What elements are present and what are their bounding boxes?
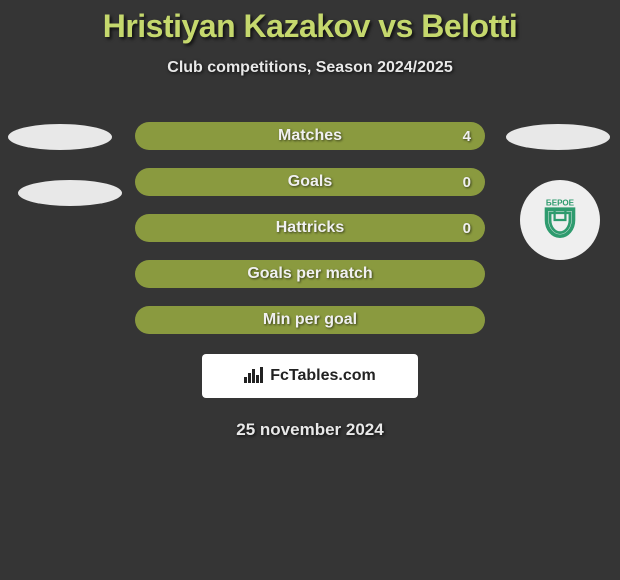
player-right-placeholder <box>506 124 610 150</box>
stat-label: Matches <box>278 127 342 145</box>
stat-row-min-per-goal: Min per goal <box>135 306 485 334</box>
stat-right-value: 4 <box>463 128 471 145</box>
stat-right-value: 0 <box>463 220 471 237</box>
stat-row-hattricks: Hattricks 0 <box>135 214 485 242</box>
stat-label: Hattricks <box>276 219 344 237</box>
stat-label: Goals per match <box>247 265 372 283</box>
player-left-placeholder <box>8 124 112 150</box>
attribution-badge: FcTables.com <box>202 354 418 398</box>
stat-right-value: 0 <box>463 174 471 191</box>
club-left-placeholder <box>18 180 122 206</box>
club-logo-text: БЕРОЕ <box>546 199 575 208</box>
comparison-title: Hristiyan Kazakov vs Belotti <box>103 8 518 45</box>
comparison-subtitle: Club competitions, Season 2024/2025 <box>167 59 452 77</box>
club-right-logo: БЕРОЕ <box>520 180 600 260</box>
stat-label: Goals <box>288 173 332 191</box>
stat-row-goals: Goals 0 <box>135 168 485 196</box>
shield-icon: БЕРОЕ <box>533 193 587 247</box>
stats-list: Matches 4 Goals 0 Hattricks 0 Goals per … <box>135 122 485 334</box>
snapshot-date: 25 november 2024 <box>236 420 383 440</box>
attribution-text: FcTables.com <box>270 367 376 385</box>
bar-chart-icon <box>244 365 266 388</box>
stat-row-goals-per-match: Goals per match <box>135 260 485 288</box>
stat-row-matches: Matches 4 <box>135 122 485 150</box>
stat-label: Min per goal <box>263 311 357 329</box>
